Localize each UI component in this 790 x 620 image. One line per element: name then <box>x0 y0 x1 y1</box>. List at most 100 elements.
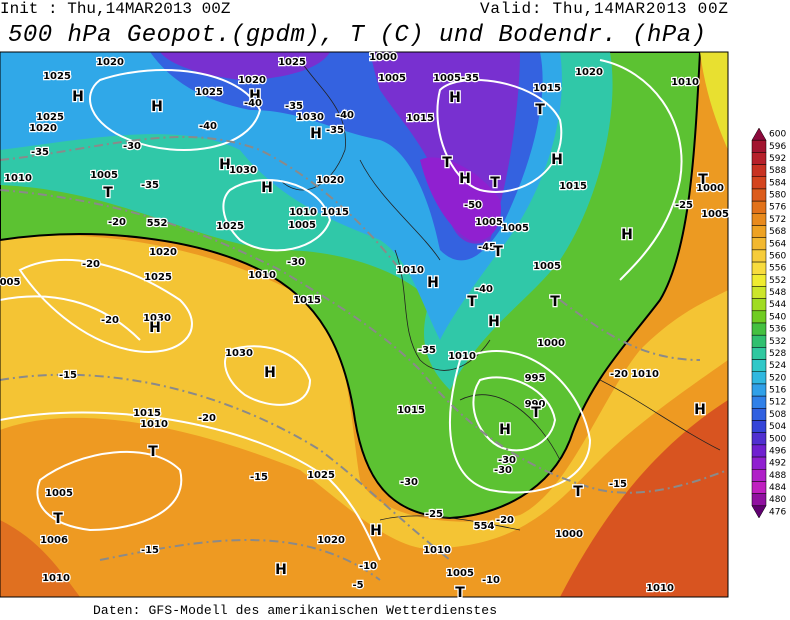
legend-swatch <box>751 347 767 360</box>
legend-label: 532 <box>769 337 786 347</box>
map-label: H <box>449 90 461 106</box>
legend-swatch <box>751 237 767 251</box>
map-label: 1005 <box>446 568 474 579</box>
map-label: 1015 <box>133 408 161 419</box>
source-note: Daten: GFS-Modell des amerikanischen Wet… <box>93 603 497 618</box>
legend-label: 568 <box>769 227 786 237</box>
map-label: H <box>621 227 633 243</box>
map-label: 1010 <box>448 351 476 362</box>
map-frame <box>0 51 729 598</box>
map-label: 990 <box>525 399 546 410</box>
map-label: 1025 <box>36 112 64 123</box>
legend-swatch <box>751 249 767 263</box>
map-label: -35 <box>461 73 479 84</box>
legend-label: 556 <box>769 264 786 274</box>
map-label: 1005 <box>533 261 561 272</box>
map-label: 1015 <box>533 83 561 94</box>
map-label: T <box>493 244 503 260</box>
legend-swatch <box>751 200 767 214</box>
map-label: 1030 <box>229 165 257 176</box>
legend-label: 600 <box>769 130 786 140</box>
map-label: 1000 <box>537 338 565 349</box>
map-label: -35 <box>326 125 344 136</box>
legend-label: 504 <box>769 422 786 432</box>
map-label: -15 <box>141 545 159 556</box>
map-label: -40 <box>475 284 493 295</box>
map-label: T <box>455 585 465 601</box>
map-label: 1015 <box>321 207 349 218</box>
map-title: 500 hPa Geopot.(gpdm), T (C) und Bodendr… <box>8 22 706 49</box>
map-label: 1005 <box>378 73 406 84</box>
map-label: -50 <box>464 200 482 211</box>
map-label: -5 <box>352 580 363 591</box>
map-label: 005 <box>0 277 20 288</box>
map-label: -30 <box>498 455 516 466</box>
map-label: 1025 <box>307 470 335 481</box>
map-label: 1005 <box>433 73 461 84</box>
map-label: H <box>694 402 706 418</box>
map-label: 1010 <box>140 419 168 430</box>
map-label: 1005 <box>288 220 316 231</box>
legend-label: 544 <box>769 300 786 310</box>
legend-label: 492 <box>769 459 786 469</box>
legend-label: 580 <box>769 191 786 201</box>
map-label: 1005 <box>501 223 529 234</box>
map-label: H <box>219 157 231 173</box>
map-label: -10 <box>359 561 377 572</box>
map-label: 1020 <box>29 123 57 134</box>
map-label: -40 <box>336 110 354 121</box>
map-label: T <box>550 294 560 310</box>
map-label: T <box>442 155 452 171</box>
map-label: 1000 <box>369 52 397 63</box>
legend-label: 512 <box>769 398 786 408</box>
map-label: -35 <box>418 345 436 356</box>
map-label: T <box>53 511 63 527</box>
map-label: -35 <box>141 180 159 191</box>
map-label: H <box>261 180 273 196</box>
map-label: -40 <box>199 121 217 132</box>
color-legend: 600 596 592 588 584 580 576 572 568 564 560 556 552 5… <box>751 127 786 519</box>
legend-label: 484 <box>769 483 786 493</box>
legend-swatch <box>751 322 767 336</box>
map-area <box>0 52 728 597</box>
legend-swatch <box>751 408 767 421</box>
legend-label: 592 <box>769 154 786 164</box>
map-label: 1015 <box>406 113 434 124</box>
map-label: 1010 <box>631 369 659 380</box>
map-label: H <box>310 126 322 142</box>
map-label: 1025 <box>43 71 71 82</box>
legend-label: 480 <box>769 495 786 505</box>
legend-label: 524 <box>769 361 786 371</box>
map-label: 1025 <box>195 87 223 98</box>
map-label: 1020 <box>575 67 603 78</box>
map-label: T <box>148 444 158 460</box>
map-label: 1025 <box>144 272 172 283</box>
map-label: 1020 <box>149 247 177 258</box>
legend-swatch <box>751 164 767 177</box>
legend-swatch <box>751 469 767 482</box>
legend-label: 476 <box>769 507 786 517</box>
legend-label: 520 <box>769 373 786 383</box>
legend-swatch <box>751 139 767 153</box>
legend-swatch <box>751 359 767 372</box>
map-label: 1010 <box>4 173 32 184</box>
map-label: 1005 <box>475 217 503 228</box>
legend-label: 584 <box>769 178 786 188</box>
map-label: 1015 <box>397 405 425 416</box>
map-label: H <box>459 171 471 187</box>
map-label: -15 <box>59 370 77 381</box>
map-label: 1025 <box>278 57 306 68</box>
map-label: 1020 <box>96 57 124 68</box>
map-label: T <box>490 175 500 191</box>
map-label: T <box>573 484 583 500</box>
map-label: H <box>551 152 563 168</box>
legend-label: 588 <box>769 166 786 176</box>
map-label: -25 <box>675 200 693 211</box>
legend-swatch <box>751 286 767 299</box>
map-label: 1025 <box>216 221 244 232</box>
legend-label: 496 <box>769 446 786 456</box>
map-label: -20 <box>496 515 514 526</box>
legend-swatch <box>751 456 767 470</box>
map-label: -35 <box>285 101 303 112</box>
map-label: 1005 <box>701 209 729 220</box>
